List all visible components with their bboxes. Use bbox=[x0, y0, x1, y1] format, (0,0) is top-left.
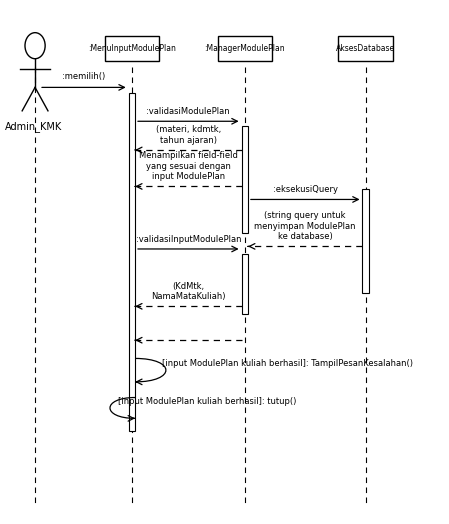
Text: [input ModulePlan kuliah berhasil]: TampilPesanKesalahan(): [input ModulePlan kuliah berhasil]: Tamp… bbox=[162, 359, 413, 368]
Text: (KdMtk,
NamaMataKuliah): (KdMtk, NamaMataKuliah) bbox=[151, 282, 225, 301]
Bar bbox=[242, 126, 248, 233]
Text: (materi, kdmtk,
tahun ajaran): (materi, kdmtk, tahun ajaran) bbox=[156, 125, 221, 145]
Text: :validasiInputModulePlan: :validasiInputModulePlan bbox=[136, 235, 241, 244]
Bar bbox=[128, 93, 135, 431]
FancyBboxPatch shape bbox=[217, 36, 272, 61]
Text: :MenuInputModulePlan: :MenuInputModulePlan bbox=[88, 44, 176, 53]
Text: Menampilkan field-field
yang sesuai dengan
input ModulePlan: Menampilkan field-field yang sesuai deng… bbox=[139, 151, 238, 181]
Bar bbox=[362, 189, 369, 293]
Text: :memilih(): :memilih() bbox=[62, 72, 106, 81]
FancyBboxPatch shape bbox=[339, 36, 393, 61]
Text: :ManagerModulePlan: :ManagerModulePlan bbox=[204, 44, 285, 53]
Text: Admin_KMK: Admin_KMK bbox=[4, 121, 62, 132]
FancyBboxPatch shape bbox=[105, 36, 159, 61]
Text: [input ModulePlan kuliah berhasil]: tutup(): [input ModulePlan kuliah berhasil]: tutu… bbox=[118, 397, 296, 406]
Text: :eksekusiQuery: :eksekusiQuery bbox=[273, 185, 338, 194]
Text: (string query untuk
menyimpan ModulePlan
ke database): (string query untuk menyimpan ModulePlan… bbox=[255, 211, 356, 241]
Bar bbox=[242, 254, 248, 314]
Text: :validasiModulePlan: :validasiModulePlan bbox=[146, 107, 230, 116]
Text: AksesDatabase: AksesDatabase bbox=[336, 44, 395, 53]
